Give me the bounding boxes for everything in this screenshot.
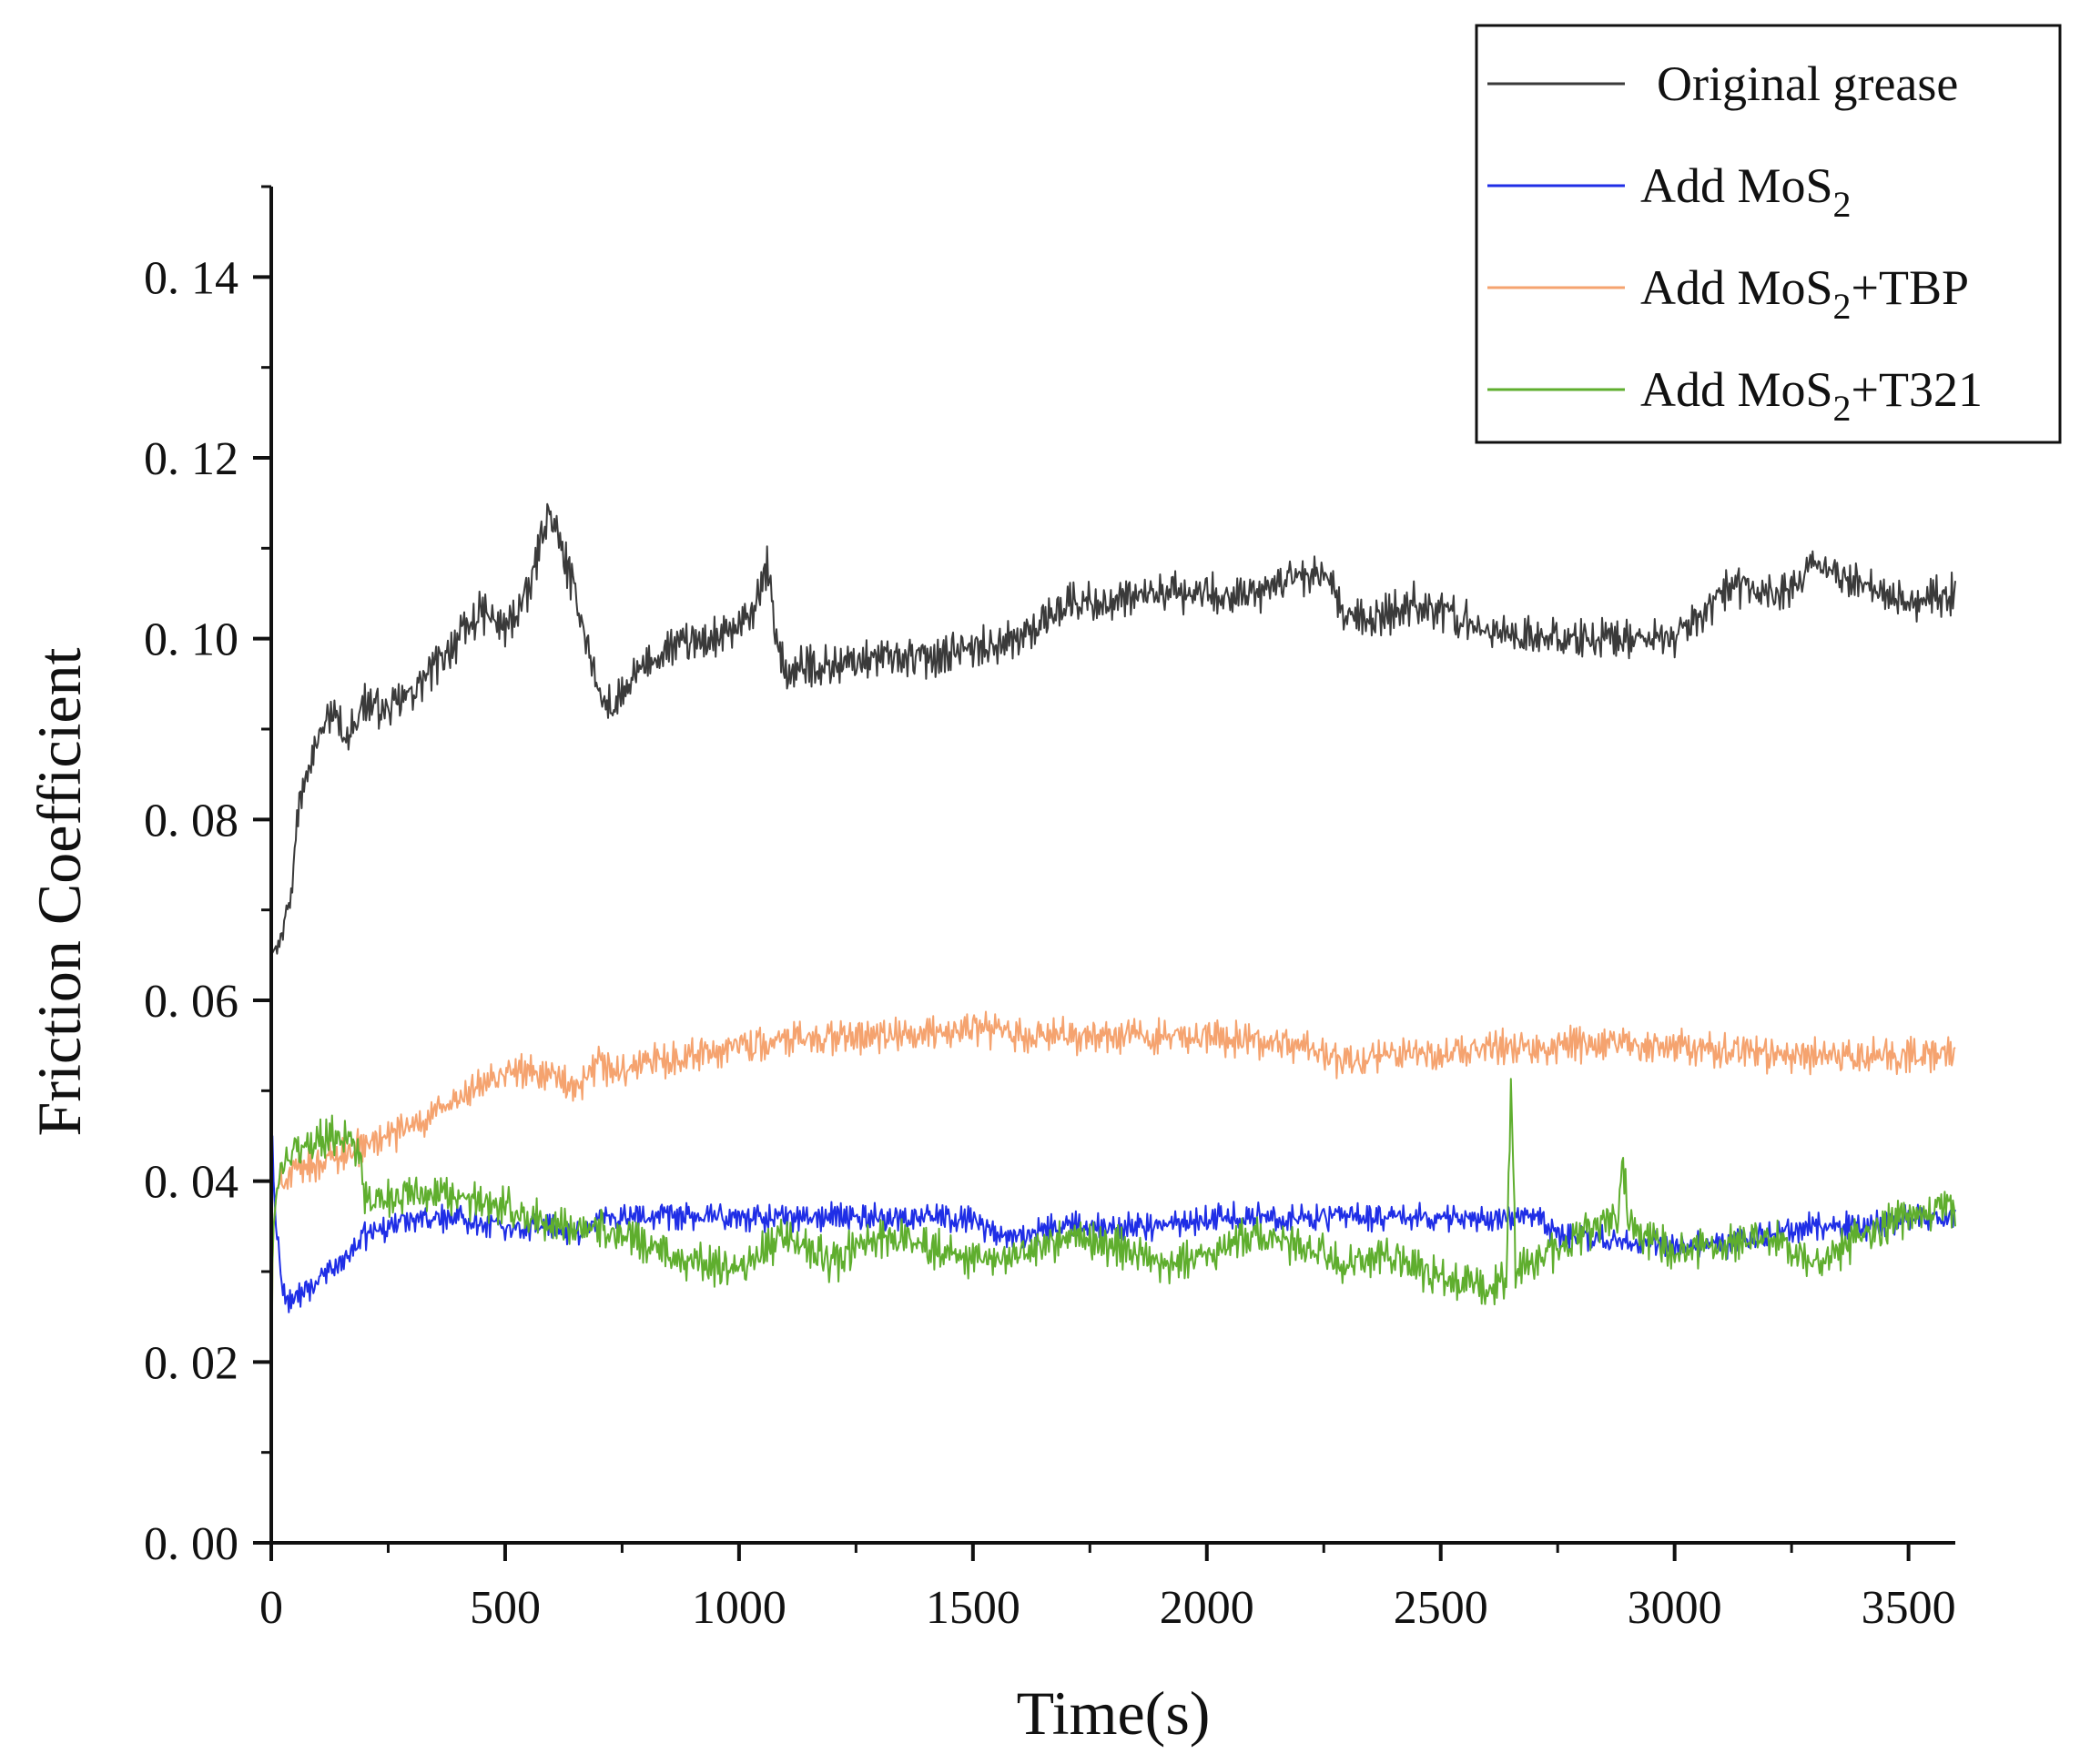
- ticks-layer: 0 500 1000 1500 2000 2500 3000 3500 0. 00 0. 02 0.…: [144, 185, 1956, 1634]
- y-tick-label: 0. 02: [144, 1337, 238, 1389]
- legend-suffix: +T321: [1852, 362, 1983, 417]
- y-axis-title: Friction Coefficient: [25, 647, 94, 1136]
- series-layer: [270, 502, 1956, 1544]
- y-tick-label: 0. 04: [144, 1157, 238, 1209]
- x-tick-label: 0: [259, 1582, 283, 1634]
- legend-box: [1475, 24, 2062, 444]
- y-tick-label: 0. 08: [144, 795, 238, 847]
- y-tick-label: 0. 12: [144, 433, 238, 485]
- legend-label: Original grease: [1657, 56, 1958, 111]
- x-tick-label: 1500: [926, 1582, 1020, 1634]
- legend-subscript: 2: [1833, 388, 1852, 429]
- x-tick-label: 3000: [1628, 1582, 1722, 1634]
- legend-label: Add MoS: [1640, 362, 1833, 417]
- y-tick-label: 0. 00: [144, 1518, 238, 1570]
- x-axis-title: Time(s): [1017, 1678, 1211, 1748]
- x-tick-label: 3500: [1862, 1582, 1956, 1634]
- x-tick-label: 2500: [1394, 1582, 1488, 1634]
- legend-suffix: +TBP: [1852, 260, 1970, 315]
- x-tick-label: 500: [470, 1582, 541, 1634]
- legend-subscript: 2: [1833, 286, 1852, 327]
- legend-entry-2: Add MoS2: [1640, 158, 1852, 225]
- series-line-3: [270, 1010, 1956, 1435]
- legend-label: Add MoS: [1640, 158, 1833, 213]
- y-tick-label: 0. 06: [144, 976, 238, 1028]
- y-tick-label: 0. 14: [144, 252, 238, 304]
- legend-entry-4: Add MoS2+T321: [1640, 362, 1983, 429]
- legend-entry-3: Add MoS2+TBP: [1640, 260, 1969, 327]
- legend-subscript: 2: [1833, 184, 1852, 225]
- x-tick-label: 2000: [1160, 1582, 1254, 1634]
- series-line-4: [270, 1078, 1956, 1453]
- series-line-1: [270, 502, 1956, 956]
- legend-label: Add MoS: [1640, 260, 1833, 315]
- legend-entry-1: Original grease: [1657, 56, 1958, 111]
- y-tick-label: 0. 10: [144, 614, 238, 666]
- x-tick-label: 1000: [692, 1582, 786, 1634]
